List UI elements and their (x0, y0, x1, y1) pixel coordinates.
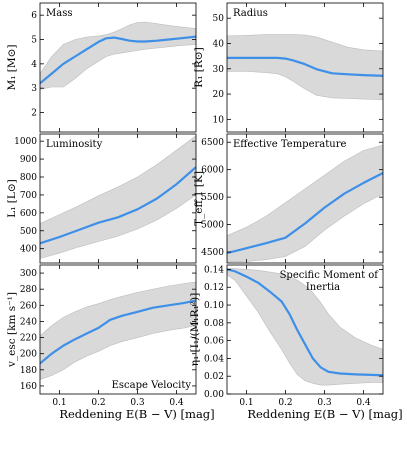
y-tick-label: 0.14 (204, 265, 224, 275)
x-axis-label-left: Reddening E(B − V) [mag] (59, 407, 214, 421)
x-tick-label: 0.3 (130, 398, 145, 408)
y-tick-label: 200 (20, 350, 37, 360)
y-tick-label: 1000 (14, 137, 37, 147)
panel-title: Mass (46, 8, 72, 19)
y-tick-label: 6000 (201, 166, 224, 176)
median-line (227, 56, 383, 77)
panel-title: Effective Temperature (233, 139, 346, 150)
panel-title-line2: Inertia (306, 282, 340, 293)
y-tick-label: 40 (213, 39, 225, 49)
y-axis-label: T_eff,1 [K] (193, 171, 205, 226)
y-tick-label: 5500 (201, 193, 224, 203)
uncertainty-band (40, 135, 196, 259)
y-tick-label: 260 (20, 301, 37, 311)
median-line (227, 172, 383, 255)
panel-moment-of-inertia: 0.00 0.02 0.04 0.06 0.08 0.10 0.12 0.14 0.1 0.2 0.… (189, 264, 384, 408)
median-line (227, 268, 383, 377)
y-tick-label: 0.08 (204, 319, 224, 329)
median-line (40, 35, 196, 85)
panel-frame (226, 133, 384, 264)
y-tick-label: 0.00 (204, 390, 224, 400)
y-tick-label: 160 (20, 382, 37, 392)
y-tick-label: 400 (20, 245, 37, 255)
median-line (40, 166, 196, 245)
y-tick-label: 240 (20, 317, 37, 327)
uncertainty-band (227, 34, 383, 100)
y-axis-label: v_esc [km s⁻¹] (6, 292, 18, 368)
panels: 2 3 4 5 6 M₁ [M⊙] Mass 10 20 30 40 50 R₁ [R⊙] Radius 4… (6, 2, 384, 408)
y-tick-label: 4 (31, 60, 37, 70)
panel-frame (39, 133, 197, 264)
y-axis-label: M₁ [M⊙] (6, 44, 18, 90)
y-tick-label: 500 (20, 227, 37, 237)
panel-escape-velocity: 160 180 200 220 240 260 280 300 0.1 0.2 0.3 0.4 v_es… (6, 264, 197, 408)
y-tick-label: 0.10 (204, 301, 224, 311)
y-tick-label: 30 (213, 65, 225, 75)
panel-title: Radius (233, 8, 268, 19)
x-tick-label: 0.2 (91, 398, 105, 408)
x-tick-label: 0.2 (278, 398, 292, 408)
panel-title: Luminosity (46, 139, 103, 150)
y-axis-label: L₁ [L⊙] (6, 179, 18, 217)
panel-teff: 4500 5000 5500 6000 6500 T_eff,1 [K] Effective… (193, 133, 384, 264)
median-line (40, 299, 196, 365)
y-tick-label: 10 (213, 115, 225, 125)
y-tick-label: 280 (20, 285, 37, 295)
y-tick-label: 300 (20, 269, 37, 279)
x-axis-label-right: Reddening E(B − V) [mag] (247, 407, 402, 421)
x-tick-label: 0.1 (52, 398, 66, 408)
x-tick-label: 0.4 (169, 398, 184, 408)
y-tick-label: 2 (31, 109, 37, 119)
y-tick-label: 0.02 (204, 372, 224, 382)
panel-frame (226, 264, 384, 395)
y-tick-label: 180 (20, 366, 37, 376)
panel-title: Specific Moment of (280, 270, 380, 281)
y-tick-label: 220 (20, 334, 37, 344)
y-tick-label: 5 (31, 36, 37, 46)
y-axis-label: η₁ [I₁/(M₁R₁²)] (189, 293, 201, 366)
panel-mass: 2 3 4 5 6 M₁ [M⊙] Mass (6, 2, 197, 133)
uncertainty-band (227, 268, 383, 386)
x-tick-label: 0.3 (317, 398, 332, 408)
y-tick-label: 800 (20, 173, 37, 183)
y-tick-label: 0.06 (204, 337, 224, 347)
x-tick-label: 0.1 (239, 398, 253, 408)
y-tick-label: 5000 (201, 221, 224, 231)
panel-frame (39, 2, 197, 133)
uncertainty-band (40, 281, 196, 380)
uncertainty-band (40, 21, 196, 90)
panel-radius: 10 20 30 40 50 R₁ [R⊙] Radius (193, 2, 384, 133)
y-tick-label: 900 (20, 155, 37, 165)
y-tick-label: 20 (213, 90, 225, 100)
panel-frame (226, 2, 384, 133)
y-tick-label: 0.12 (204, 283, 224, 293)
y-tick-label: 6500 (201, 138, 224, 148)
y-tick-label: 600 (20, 209, 37, 219)
y-tick-label: 3 (31, 84, 37, 94)
y-tick-label: 50 (213, 14, 225, 24)
panel-title: Escape Velocity (112, 380, 192, 391)
panel-luminosity: 400 500 600 700 800 900 1000 L₁ [L⊙] Luminosity (6, 133, 197, 264)
y-axis-label: R₁ [R⊙] (193, 47, 205, 87)
y-tick-label: 6 (31, 11, 37, 21)
uncertainty-band (227, 144, 383, 263)
panel-frame (39, 264, 197, 395)
y-tick-label: 4500 (201, 248, 224, 258)
y-tick-label: 700 (20, 191, 37, 201)
x-tick-label: 0.4 (356, 398, 371, 408)
y-tick-label: 0.04 (204, 354, 224, 364)
